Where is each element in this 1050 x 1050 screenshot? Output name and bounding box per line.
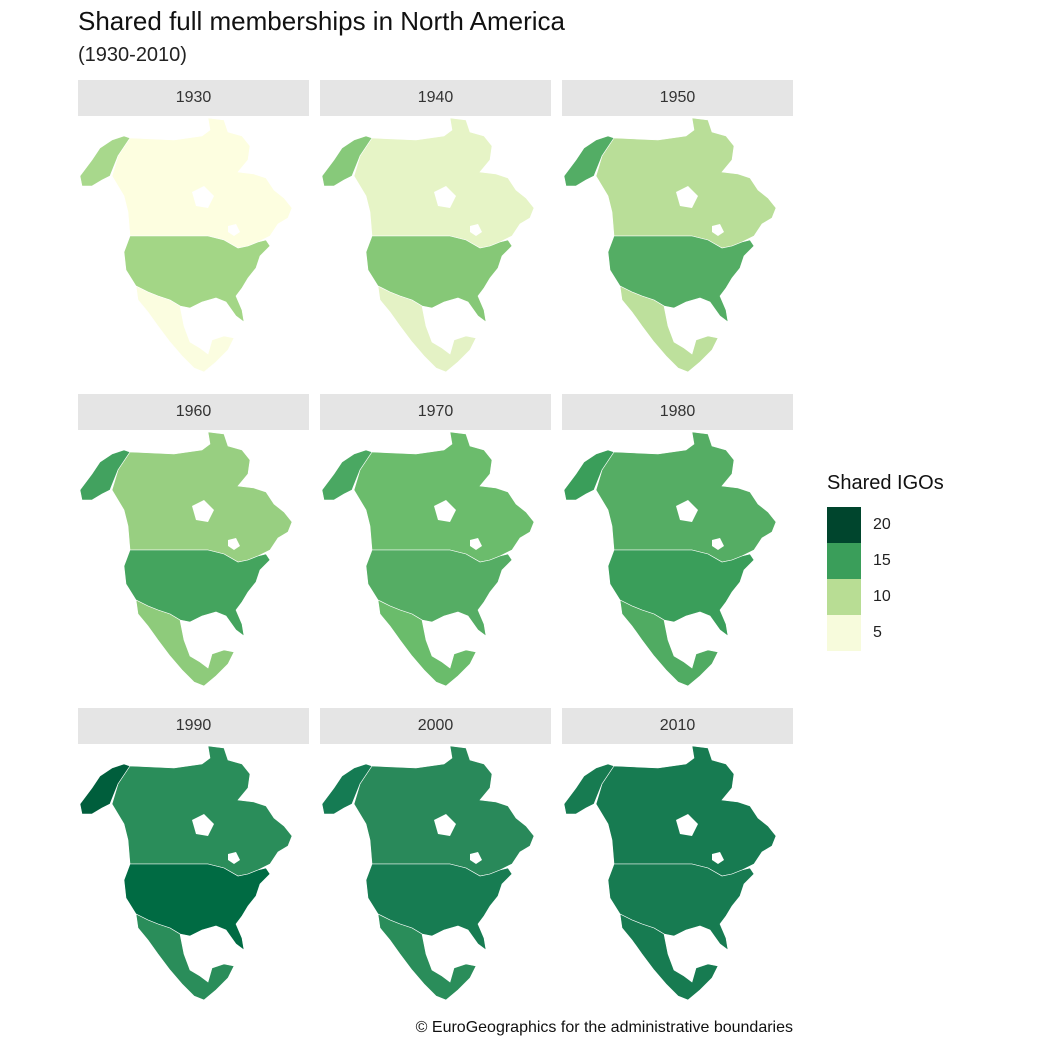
water-body — [192, 814, 214, 836]
facet-panel: 2010 — [562, 708, 793, 1004]
choropleth-map — [79, 431, 293, 687]
legend-label: 20 — [873, 516, 891, 533]
legend-title: Shared IGOs — [827, 472, 944, 494]
region-canada — [595, 745, 777, 877]
facet-strip-label: 1960 — [78, 394, 309, 430]
water-body — [470, 224, 482, 236]
water-body — [228, 538, 240, 550]
facet-panel: 1990 — [78, 708, 309, 1004]
region-canada — [111, 431, 293, 563]
facet-strip-label: 1930 — [78, 80, 309, 116]
water-body — [434, 500, 456, 522]
facet-strip-label: 1980 — [562, 394, 793, 430]
facet-panel: 1960 — [78, 394, 309, 690]
legend-key: 10 — [827, 579, 944, 615]
region-mexico — [619, 285, 719, 373]
facet-strip-label: 1940 — [320, 80, 551, 116]
facet-panel: 1970 — [320, 394, 551, 690]
region-mexico — [135, 599, 235, 687]
water-body — [192, 186, 214, 208]
region-mexico — [377, 285, 477, 373]
legend-key: 15 — [827, 543, 944, 579]
facet-panel: 1980 — [562, 394, 793, 690]
water-body — [192, 500, 214, 522]
region-mexico — [135, 913, 235, 1001]
water-body — [434, 814, 456, 836]
legend-key: 20 — [827, 507, 944, 543]
facet-panel: 1930 — [78, 80, 309, 376]
water-body — [228, 852, 240, 864]
water-body — [434, 186, 456, 208]
chart-subtitle: (1930-2010) — [78, 44, 187, 66]
region-canada — [353, 745, 535, 877]
legend-label: 15 — [873, 552, 891, 569]
choropleth-map — [321, 431, 535, 687]
facet-strip-label: 2000 — [320, 708, 551, 744]
legend-swatch — [827, 579, 861, 615]
region-mexico — [377, 599, 477, 687]
water-body — [712, 538, 724, 550]
water-body — [470, 538, 482, 550]
water-body — [228, 224, 240, 236]
region-canada — [595, 117, 777, 249]
legend-keys: 20 15 10 5 — [827, 507, 944, 651]
facet-strip-label: 1970 — [320, 394, 551, 430]
chart-title: Shared full memberships in North America — [78, 6, 565, 36]
choropleth-map — [563, 117, 777, 373]
choropleth-map — [321, 117, 535, 373]
choropleth-map — [79, 745, 293, 1001]
facet-strip-label: 1990 — [78, 708, 309, 744]
water-body — [712, 224, 724, 236]
facet-panel: 1940 — [320, 80, 551, 376]
water-body — [470, 852, 482, 864]
legend-swatch — [827, 507, 861, 543]
choropleth-map — [79, 117, 293, 373]
legend-swatch — [827, 615, 861, 651]
region-canada — [111, 745, 293, 877]
water-body — [676, 186, 698, 208]
legend-swatch — [827, 543, 861, 579]
facet-panel: 2000 — [320, 708, 551, 1004]
facet-strip-label: 1950 — [562, 80, 793, 116]
facet-panel: 1950 — [562, 80, 793, 376]
choropleth-map — [563, 745, 777, 1001]
region-mexico — [619, 913, 719, 1001]
water-body — [676, 500, 698, 522]
caption: © EuroGeographics for the administrative… — [415, 1019, 793, 1036]
water-body — [712, 852, 724, 864]
legend-label: 5 — [873, 624, 882, 641]
region-canada — [353, 117, 535, 249]
legend-label: 10 — [873, 588, 891, 605]
legend-key: 5 — [827, 615, 944, 651]
region-canada — [595, 431, 777, 563]
region-canada — [353, 431, 535, 563]
region-canada — [111, 117, 293, 249]
region-mexico — [619, 599, 719, 687]
region-mexico — [135, 285, 235, 373]
facet-strip-label: 2010 — [562, 708, 793, 744]
choropleth-map — [563, 431, 777, 687]
water-body — [676, 814, 698, 836]
choropleth-map — [321, 745, 535, 1001]
region-mexico — [377, 913, 477, 1001]
legend: Shared IGOs 20 15 10 5 — [827, 472, 944, 651]
